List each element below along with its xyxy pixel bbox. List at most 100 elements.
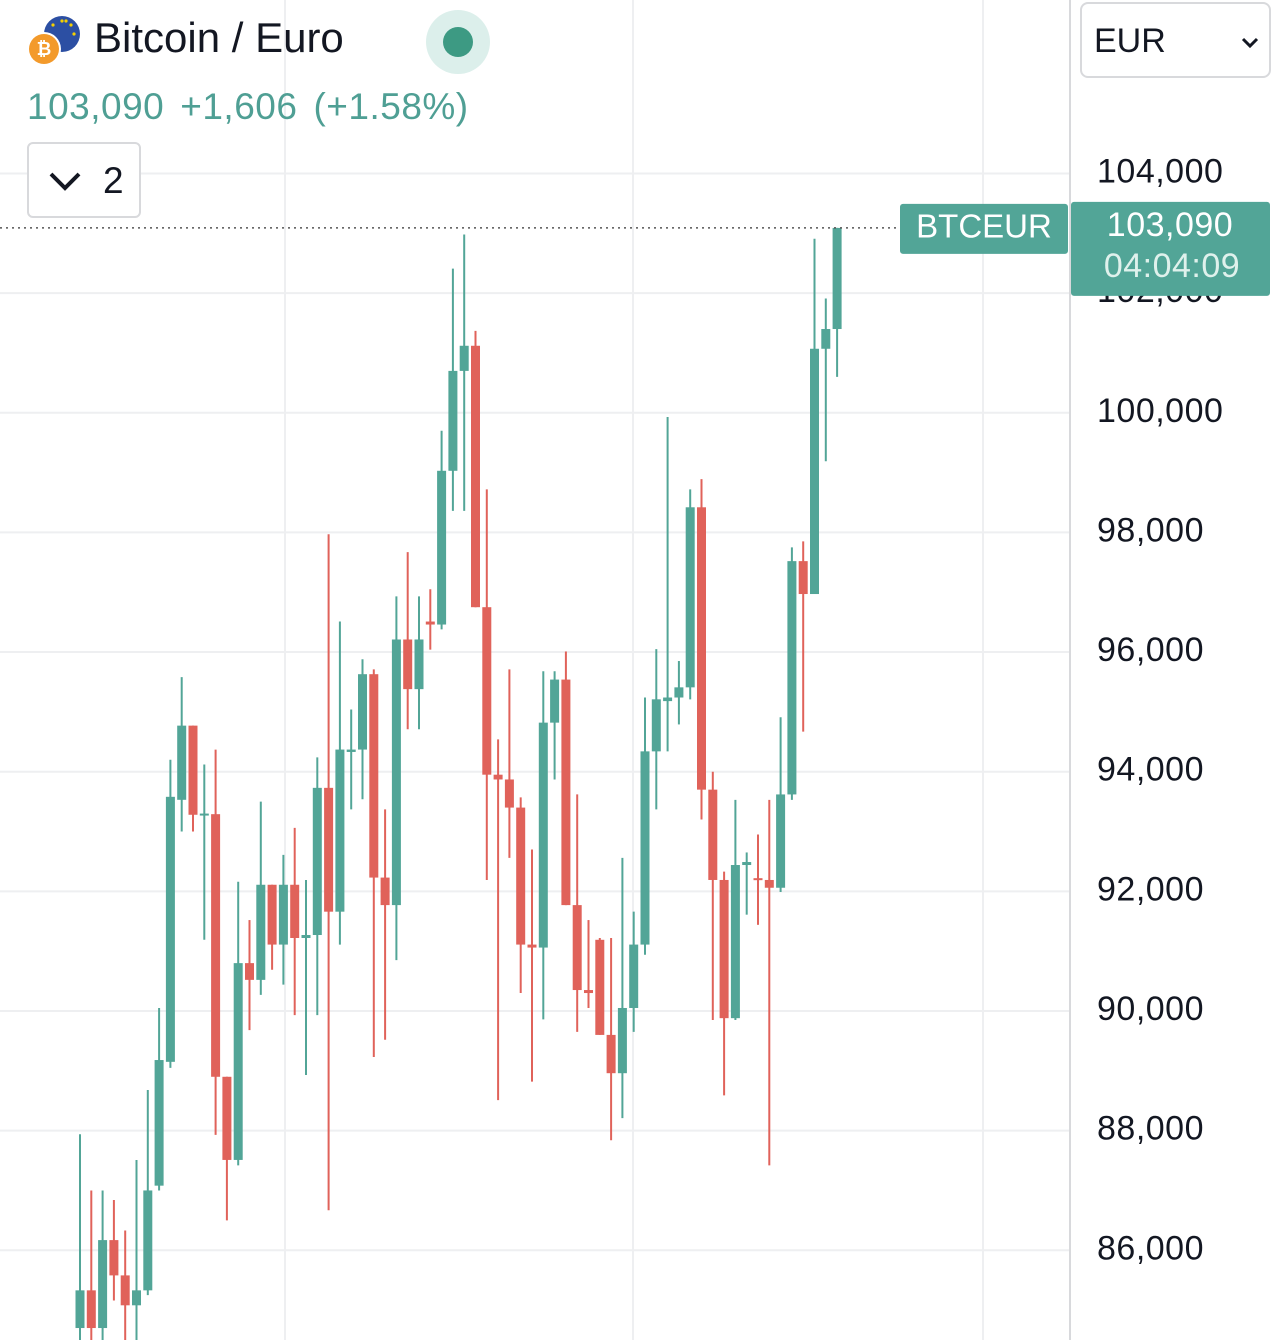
candle-body — [764, 879, 774, 888]
icon: ₿ — [27, 16, 80, 66]
market-status[interactable] — [426, 10, 490, 74]
candle-body — [708, 789, 718, 880]
currency-select[interactable]: EUR — [1080, 2, 1271, 78]
symbol-tag: BTCEUR — [916, 208, 1052, 245]
candle-body — [98, 1240, 108, 1329]
candle-body — [233, 963, 243, 1160]
y-tick-label: 86,000 — [1097, 1229, 1204, 1267]
countdown: 04:04:09 — [1104, 247, 1240, 285]
candle-body — [346, 749, 356, 752]
candle-body — [640, 751, 650, 945]
y-tick-label: 88,000 — [1097, 1110, 1204, 1148]
price-line: 103,090 +1,606 (+1.58%) — [27, 86, 485, 128]
candle-body — [584, 990, 593, 994]
candle-body — [787, 561, 797, 795]
candle-body — [527, 944, 537, 948]
candle-body — [211, 814, 221, 1077]
price-tag: 103,090 — [1107, 206, 1233, 244]
candle-body — [730, 865, 740, 1019]
price-change-percent: (+1.58%) — [313, 86, 469, 127]
candle-body — [391, 639, 401, 906]
symbol-icon: ₿ — [22, 12, 84, 68]
status-dot — [443, 27, 473, 57]
candle-body — [606, 1034, 616, 1074]
candle-body — [493, 774, 503, 780]
candle-body — [572, 905, 582, 991]
indicators-count: 2 — [103, 160, 124, 201]
candle-body — [617, 1007, 627, 1074]
candle-body — [143, 1190, 153, 1291]
candle-body — [832, 227, 842, 330]
candle-body — [414, 639, 424, 690]
candle-body — [120, 1275, 130, 1306]
candle-body — [663, 697, 673, 702]
candle-body — [199, 813, 209, 816]
candle-body — [685, 507, 695, 688]
y-tick-label: 104,000 — [1097, 152, 1223, 190]
candle-body — [324, 787, 334, 912]
candle-body — [380, 877, 390, 906]
candle-body — [437, 470, 447, 625]
candle-body — [177, 725, 187, 800]
candle-body — [776, 794, 786, 888]
svg-text:₿: ₿ — [37, 39, 52, 60]
candle-body — [188, 725, 198, 815]
candle-body — [538, 722, 548, 948]
y-tick-label: 90,000 — [1097, 990, 1204, 1028]
y-tick-label: 92,000 — [1097, 870, 1204, 908]
candle-body — [471, 345, 480, 608]
symbol-title: Bitcoin / Euro — [94, 14, 344, 61]
grid — [0, 172, 1070, 1252]
candle-body — [369, 674, 379, 878]
candle-body — [674, 687, 684, 698]
dropdown-icon — [1241, 37, 1259, 49]
candle-body — [651, 699, 661, 752]
candle-body — [335, 749, 345, 912]
last-price: 103,090 — [27, 86, 165, 127]
candle-body — [425, 621, 435, 625]
time-grid — [284, 0, 984, 1340]
candle-body — [256, 884, 266, 980]
candle-body — [301, 935, 311, 938]
candle-body — [132, 1290, 141, 1306]
candle-body — [75, 1290, 85, 1329]
candle-body — [403, 639, 413, 690]
candle-body — [697, 507, 706, 790]
y-tick-label: 96,000 — [1097, 631, 1204, 669]
candle-body — [482, 607, 492, 775]
candle-body — [719, 879, 729, 1019]
candle-body — [516, 807, 526, 945]
candle-body — [448, 370, 458, 471]
candle-body — [798, 561, 808, 595]
candle-body — [459, 345, 469, 371]
candle-body — [290, 884, 300, 938]
candle-body — [267, 884, 277, 945]
candle-body — [222, 1076, 232, 1160]
candle-body — [245, 963, 254, 980]
currency: EUR — [1094, 22, 1166, 60]
candle-body — [810, 348, 819, 595]
candle-body — [154, 1060, 164, 1186]
price-change: +1,606 — [180, 86, 298, 127]
candle-body — [278, 884, 288, 945]
indicators-toggle[interactable]: 2 — [27, 142, 141, 218]
symbol-tag-bg — [900, 203, 1068, 254]
y-tick-label: 100,000 — [1097, 392, 1223, 430]
candle-body — [504, 779, 514, 808]
candle-body — [550, 679, 560, 723]
candle-body — [312, 787, 322, 936]
candles — [75, 227, 842, 1340]
candle-body — [561, 679, 571, 906]
price-axis: 86,000 88,000 90,000 92,000 94,000 96,000 98,0… — [1069, 0, 1223, 1340]
candle-body — [86, 1290, 96, 1329]
candle-body — [165, 796, 175, 1062]
candle-body — [109, 1240, 119, 1276]
candle-body — [595, 939, 605, 1035]
chevron-icon — [49, 172, 81, 191]
candle-body — [742, 862, 752, 866]
price-tag-bg — [1071, 201, 1270, 296]
candle-body — [821, 329, 831, 349]
